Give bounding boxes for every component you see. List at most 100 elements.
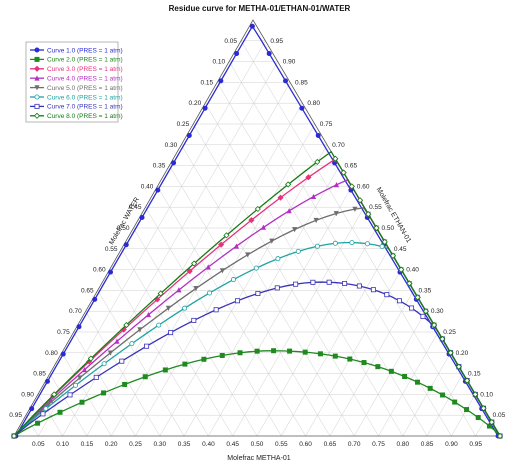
left-tick-label: 0.25: [177, 121, 190, 128]
curve-marker: [415, 379, 421, 385]
legend-box: [25, 41, 119, 123]
curve-marker: [245, 252, 251, 258]
right-tick-label: 0.70: [332, 142, 345, 149]
curve-marker: [347, 356, 353, 362]
legend-label: Curve 5.0 (PRES = 1 atm): [47, 85, 123, 92]
curve-marker: [34, 94, 40, 100]
grid-line: [329, 290, 414, 437]
legend-label: Curve 7.0 (PRES = 1 atm): [47, 104, 123, 111]
curve-marker: [447, 349, 454, 356]
curve-marker: [218, 241, 225, 248]
left-tick-label: 0.55: [105, 246, 118, 253]
grid-line: [216, 82, 428, 437]
curve-marker: [349, 240, 355, 246]
curve-marker: [249, 23, 255, 29]
curve-marker: [488, 419, 495, 426]
curve-marker: [191, 260, 198, 267]
curve-marker: [389, 252, 397, 259]
curve-marker: [275, 256, 281, 262]
curve-marker: [310, 279, 316, 285]
curve-marker: [420, 313, 426, 319]
curve-marker: [254, 348, 260, 354]
right-tick-label: 0.45: [394, 246, 407, 253]
left-tick-label: 0.35: [153, 163, 166, 170]
left-tick-label: 0.80: [45, 350, 58, 357]
curve-marker: [452, 399, 458, 405]
residue-curve: [10, 150, 504, 440]
grid-line: [475, 415, 488, 437]
curve-marker: [33, 112, 41, 119]
curve-marker: [253, 265, 259, 271]
left-tick-label: 0.45: [129, 204, 142, 211]
bottom-tick-label: 0.80: [396, 441, 409, 448]
curve-marker: [123, 242, 129, 248]
curve-marker: [129, 341, 135, 347]
curve-marker: [162, 367, 168, 373]
legend-label: Curve 6.0 (PRES = 1 atm): [47, 94, 123, 101]
curve-marker: [176, 287, 182, 293]
residue-curve: [11, 240, 503, 439]
left-tick-label: 0.20: [189, 100, 202, 107]
bottom-tick-label: 0.90: [445, 441, 458, 448]
curve-marker: [396, 298, 402, 304]
left-tick-label: 0.50: [117, 225, 130, 232]
curve-marker: [145, 311, 152, 318]
left-tick-label: 0.65: [81, 287, 94, 294]
curve-marker: [230, 277, 236, 283]
curve-marker: [182, 361, 188, 367]
curve-marker: [370, 287, 376, 293]
curve-marker: [313, 217, 319, 224]
curve-marker: [182, 305, 188, 311]
curve-marker: [332, 240, 338, 246]
grid-line: [86, 82, 291, 437]
curve-marker: [202, 105, 208, 111]
residue-curve: [11, 348, 503, 439]
left-tick-label: 0.40: [141, 183, 154, 190]
right-tick-label: 0.40: [406, 267, 419, 274]
grid-line: [73, 331, 136, 437]
curve-marker: [223, 232, 230, 239]
curve-marker: [266, 51, 272, 57]
legend-label: Curve 1.0 (PRES = 1 atm): [47, 47, 123, 54]
curve-marker: [155, 187, 161, 193]
curve-marker: [40, 411, 46, 417]
curve-marker: [295, 248, 301, 254]
curve-marker: [186, 133, 192, 139]
grid-line: [305, 269, 402, 437]
curve-line: [13, 281, 501, 437]
curve-marker: [464, 377, 471, 384]
legend-item: Curve 1.0 (PRES = 1 atm): [30, 47, 123, 54]
bottom-tick-label: 0.45: [226, 441, 239, 448]
curve-marker: [427, 385, 433, 391]
curve-marker: [305, 174, 312, 181]
grid-line: [402, 352, 451, 437]
curve-marker: [340, 169, 347, 176]
legend-label: Curve 8.0 (PRES = 1 atm): [47, 113, 123, 120]
curve-marker: [302, 349, 308, 355]
curve-marker: [283, 78, 289, 84]
legend-item: Curve 8.0 (PRES = 1 atm): [30, 112, 123, 120]
curve-marker: [213, 307, 219, 313]
curve-marker: [234, 51, 240, 57]
curve-marker: [277, 194, 284, 201]
curve-marker: [237, 350, 243, 356]
bottom-tick-label: 0.65: [324, 441, 337, 448]
curve-marker: [274, 285, 280, 291]
curve-marker: [101, 361, 107, 367]
right-tick-label: 0.05: [493, 412, 506, 419]
bottom-tick-label: 0.05: [32, 441, 45, 448]
curve-marker: [51, 391, 58, 398]
left-tick-label: 0.95: [9, 412, 22, 419]
legend-label: Curve 3.0 (PRES = 1 atm): [47, 66, 123, 73]
curve-marker: [218, 78, 224, 84]
curve-marker: [157, 290, 164, 297]
grid-line: [145, 207, 282, 437]
grid-line: [135, 123, 315, 437]
right-tick-label: 0.20: [456, 350, 469, 357]
curve-marker: [191, 317, 197, 323]
curve-marker: [35, 420, 41, 426]
left-tick-label: 0.30: [165, 142, 178, 149]
curve-marker: [269, 238, 275, 244]
